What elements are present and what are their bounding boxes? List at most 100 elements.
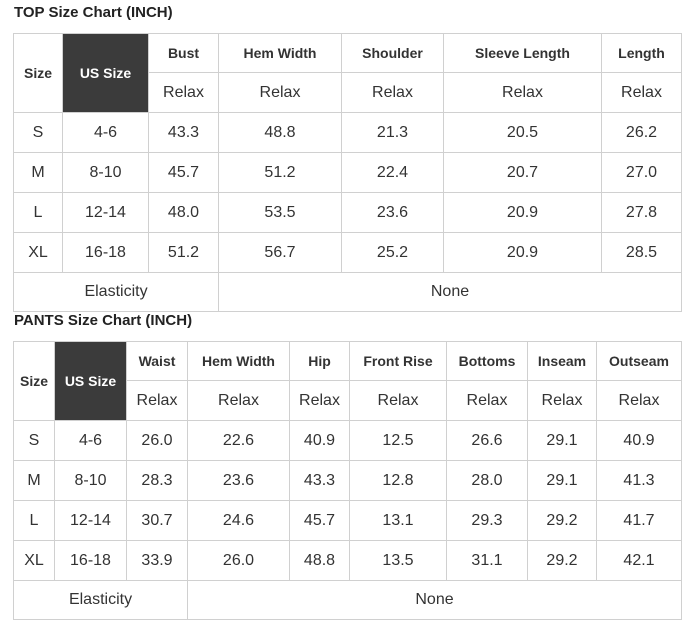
sub-header: Relax bbox=[349, 380, 447, 421]
cell: 16-18 bbox=[62, 232, 149, 273]
cell: 28.0 bbox=[446, 460, 528, 501]
cell: 23.6 bbox=[187, 460, 290, 501]
column-header: Front Rise bbox=[349, 341, 447, 381]
us-size-header: US Size bbox=[62, 33, 149, 113]
cell: 30.7 bbox=[126, 500, 188, 541]
column-header: Inseam bbox=[527, 341, 597, 381]
cell: 48.0 bbox=[148, 192, 219, 233]
cell: S bbox=[13, 420, 55, 461]
column-header: Sleeve Length bbox=[443, 33, 602, 73]
data-row: L 12-14 48.0 53.5 23.6 20.9 27.8 bbox=[13, 192, 682, 233]
size-table: Size US Size Bust Hem Width Shoulder Sleeve L… bbox=[13, 33, 682, 312]
cell: 51.2 bbox=[218, 152, 342, 193]
header-row: Size US Size Waist Hem Width Hip Front Rise Bo… bbox=[13, 341, 682, 421]
sub-header: Relax bbox=[601, 72, 682, 113]
column-header: Shoulder bbox=[341, 33, 444, 73]
column-header: Waist bbox=[126, 341, 188, 381]
cell: 33.9 bbox=[126, 540, 188, 581]
sub-header: Relax bbox=[527, 380, 597, 421]
footer-row: Elasticity None bbox=[13, 272, 682, 312]
footer-label: Elasticity bbox=[13, 580, 188, 620]
cell: 42.1 bbox=[596, 540, 682, 581]
cell: 29.2 bbox=[527, 540, 597, 581]
cell: L bbox=[13, 500, 55, 541]
size-header: Size bbox=[13, 341, 55, 421]
cell: 45.7 bbox=[148, 152, 219, 193]
size-table: Size US Size Waist Hem Width Hip Front Rise Bo… bbox=[13, 341, 682, 620]
data-row: M 8-10 28.3 23.6 43.3 12.8 28.0 29.1 41.3 bbox=[13, 460, 682, 501]
cell: XL bbox=[13, 232, 63, 273]
us-size-header: US Size bbox=[54, 341, 127, 421]
cell: 29.2 bbox=[527, 500, 597, 541]
cell: 41.3 bbox=[596, 460, 682, 501]
data-row: XL 16-18 33.9 26.0 48.8 13.5 31.1 29.2 42.1 bbox=[13, 540, 682, 581]
sub-header: Relax bbox=[596, 380, 682, 421]
column-header: Length bbox=[601, 33, 682, 73]
sub-header: Relax bbox=[126, 380, 188, 421]
data-row: XL 16-18 51.2 56.7 25.2 20.9 28.5 bbox=[13, 232, 682, 273]
cell: 26.2 bbox=[601, 112, 682, 153]
cell: 13.5 bbox=[349, 540, 447, 581]
table-title: PANTS Size Chart (INCH) bbox=[14, 312, 193, 329]
cell: 20.5 bbox=[443, 112, 602, 153]
cell: 48.8 bbox=[289, 540, 350, 581]
sub-header: Relax bbox=[443, 72, 602, 113]
cell: 40.9 bbox=[596, 420, 682, 461]
cell: 20.7 bbox=[443, 152, 602, 193]
cell: 12-14 bbox=[62, 192, 149, 233]
cell: 28.3 bbox=[126, 460, 188, 501]
cell: 23.6 bbox=[341, 192, 444, 233]
cell: 29.3 bbox=[446, 500, 528, 541]
cell: 31.1 bbox=[446, 540, 528, 581]
cell: 25.2 bbox=[341, 232, 444, 273]
cell: 26.0 bbox=[187, 540, 290, 581]
data-row: L 12-14 30.7 24.6 45.7 13.1 29.3 29.2 41.7 bbox=[13, 500, 682, 541]
cell: 24.6 bbox=[187, 500, 290, 541]
header-row: Size US Size Bust Hem Width Shoulder Sleeve L… bbox=[13, 33, 682, 113]
cell: XL bbox=[13, 540, 55, 581]
cell: 43.3 bbox=[148, 112, 219, 153]
cell: 26.0 bbox=[126, 420, 188, 461]
sub-header-row: Relax Relax Relax Relax Relax bbox=[14, 72, 682, 113]
column-header: Hip bbox=[289, 341, 350, 381]
cell: 12-14 bbox=[54, 500, 127, 541]
cell: 56.7 bbox=[218, 232, 342, 273]
data-row: S 4-6 26.0 22.6 40.9 12.5 26.6 29.1 40.9 bbox=[13, 420, 682, 461]
data-row: M 8-10 45.7 51.2 22.4 20.7 27.0 bbox=[13, 152, 682, 193]
footer-row: Elasticity None bbox=[13, 580, 682, 620]
cell: 16-18 bbox=[54, 540, 127, 581]
cell: 4-6 bbox=[62, 112, 149, 153]
cell: S bbox=[13, 112, 63, 153]
cell: 40.9 bbox=[289, 420, 350, 461]
sub-header: Relax bbox=[289, 380, 350, 421]
cell: 22.4 bbox=[341, 152, 444, 193]
cell: 29.1 bbox=[527, 420, 597, 461]
cell: 51.2 bbox=[148, 232, 219, 273]
sub-header: Relax bbox=[187, 380, 290, 421]
column-header: Bottoms bbox=[446, 341, 528, 381]
cell: 28.5 bbox=[601, 232, 682, 273]
sub-header: Relax bbox=[341, 72, 444, 113]
cell: 21.3 bbox=[341, 112, 444, 153]
cell: 27.8 bbox=[601, 192, 682, 233]
footer-value: None bbox=[218, 272, 682, 312]
cell: 45.7 bbox=[289, 500, 350, 541]
data-row: S 4-6 43.3 48.8 21.3 20.5 26.2 bbox=[13, 112, 682, 153]
cell: M bbox=[13, 152, 63, 193]
sub-header: Relax bbox=[446, 380, 528, 421]
column-header: Bust bbox=[148, 33, 219, 73]
footer-value: None bbox=[187, 580, 682, 620]
column-header: Hem Width bbox=[187, 341, 290, 381]
cell: 22.6 bbox=[187, 420, 290, 461]
cell: 20.9 bbox=[443, 232, 602, 273]
cell: 8-10 bbox=[62, 152, 149, 193]
cell: 13.1 bbox=[349, 500, 447, 541]
sub-header: Relax bbox=[148, 72, 219, 113]
cell: 26.6 bbox=[446, 420, 528, 461]
cell: 53.5 bbox=[218, 192, 342, 233]
cell: L bbox=[13, 192, 63, 233]
cell: 29.1 bbox=[527, 460, 597, 501]
cell: 41.7 bbox=[596, 500, 682, 541]
cell: 12.8 bbox=[349, 460, 447, 501]
table-title: TOP Size Chart (INCH) bbox=[14, 4, 173, 21]
